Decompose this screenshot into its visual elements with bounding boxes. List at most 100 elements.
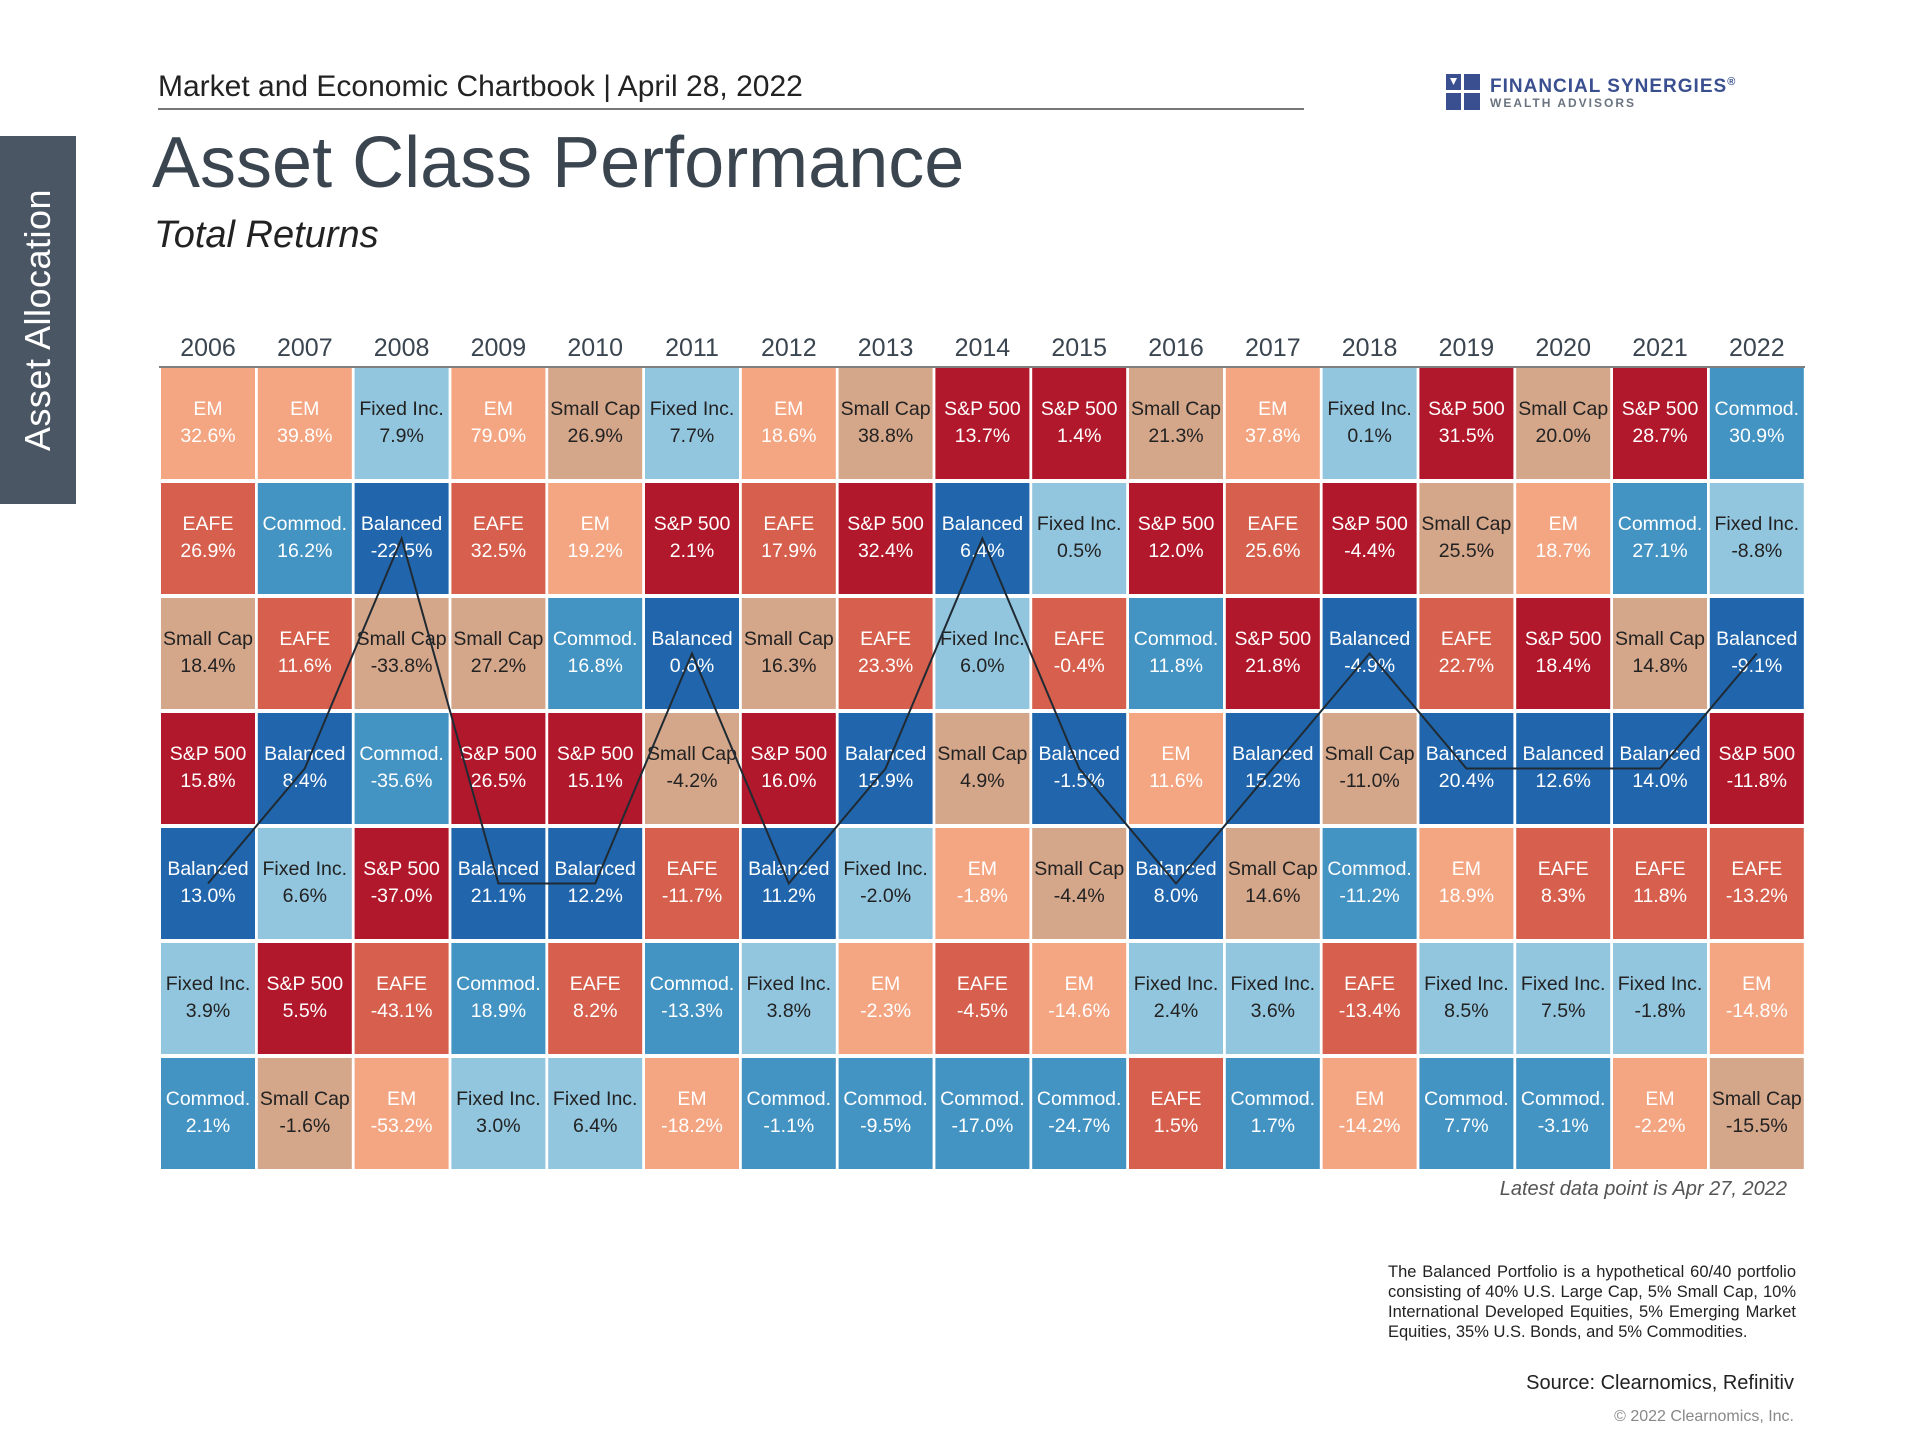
cell-return-label: -13.2% <box>1726 885 1788 907</box>
cell-rect <box>645 368 739 479</box>
cell-asset-label: Small Cap <box>163 628 253 650</box>
cell-asset-label: EM <box>677 1088 706 1110</box>
cell-asset-label: Commod. <box>456 973 541 995</box>
balanced-line <box>207 535 1758 886</box>
cell-rect <box>548 483 643 594</box>
cell-asset-label: Small Cap <box>1712 1088 1802 1110</box>
cell-return-label: 23.3% <box>858 655 913 677</box>
cell-asset-label: Fixed Inc. <box>747 973 832 995</box>
cell-rect <box>1613 368 1707 479</box>
cell-rect <box>1322 713 1417 824</box>
cell-asset-label: Fixed Inc. <box>263 858 348 880</box>
cell-asset-label: EM <box>1258 398 1287 420</box>
cell-rect <box>1129 368 1223 479</box>
cell-rect <box>161 1058 255 1169</box>
cell-rect <box>1419 828 1514 939</box>
cell-return-label: -1.8% <box>1635 1000 1686 1022</box>
cell-rect <box>645 828 739 939</box>
cell-return-label: 15.9% <box>858 770 913 792</box>
cell-asset-label: Commod. <box>1521 1088 1606 1110</box>
cell-rect <box>354 828 449 939</box>
year-label: 2013 <box>858 334 914 362</box>
cell-return-label: 25.5% <box>1439 540 1494 562</box>
cell-return-label: 3.0% <box>476 1115 520 1137</box>
year-label: 2011 <box>665 334 719 362</box>
cell-return-label: 2.1% <box>670 540 714 562</box>
cell-asset-label: Balanced <box>555 858 636 880</box>
cell-asset-label: Small Cap <box>453 628 543 650</box>
cell-asset-label: Commod. <box>1134 628 1219 650</box>
year-label: 2018 <box>1342 334 1398 362</box>
cell-rect <box>257 598 352 709</box>
cell-rect <box>838 483 933 594</box>
cell-rect <box>354 943 449 1054</box>
cell-asset-label: Fixed Inc. <box>1424 973 1509 995</box>
cell-return-label: 15.2% <box>1245 770 1300 792</box>
cell-return-label: -1.8% <box>957 885 1008 907</box>
cell-rect <box>838 828 933 939</box>
cell-asset-label: EAFE <box>570 973 621 995</box>
cell-asset-label: Fixed Inc. <box>1521 973 1606 995</box>
cell-rect <box>1516 598 1611 709</box>
cell-rect <box>161 713 255 824</box>
cell-asset-label: Commod. <box>359 743 444 765</box>
year-label: 2019 <box>1439 334 1495 362</box>
cell-rect <box>1225 598 1320 709</box>
cell-rect <box>1225 943 1320 1054</box>
cell-asset-label: Fixed Inc. <box>1231 973 1316 995</box>
cell-asset-label: EAFE <box>279 628 330 650</box>
cell-return-label: 12.0% <box>1148 540 1203 562</box>
cell-asset-label: Fixed Inc. <box>650 398 735 420</box>
cell-asset-label: S&P 500 <box>750 743 827 765</box>
cell-rect <box>1032 598 1127 709</box>
cell-asset-label: Fixed Inc. <box>359 398 444 420</box>
cell-rect <box>161 368 255 479</box>
cell-return-label: 18.9% <box>1439 885 1494 907</box>
cell-asset-label: EAFE <box>1247 513 1298 535</box>
cell-asset-label: Fixed Inc. <box>166 973 251 995</box>
cell-asset-label: S&P 500 <box>170 743 247 765</box>
cell-return-label: 26.5% <box>471 770 526 792</box>
cell-return-label: 32.4% <box>858 540 913 562</box>
year-label: 2017 <box>1245 334 1301 362</box>
cell-asset-label: S&P 500 <box>1525 628 1602 650</box>
balanced-portfolio-note: The Balanced Portfolio is a hypothetical… <box>1388 1263 1796 1341</box>
cell-asset-label: EM <box>774 398 803 420</box>
cell-asset-label: EM <box>1355 1088 1384 1110</box>
cell-return-label: 14.6% <box>1245 885 1300 907</box>
cell-return-label: 11.8% <box>1149 655 1203 677</box>
cell-asset-label: S&P 500 <box>1234 628 1311 650</box>
cell-rect <box>1032 943 1127 1054</box>
cell-rect <box>1322 828 1417 939</box>
cell-asset-label: Small Cap <box>260 1088 350 1110</box>
cell-asset-label: EAFE <box>1635 858 1686 880</box>
cell-rect <box>257 368 352 479</box>
cell-rect <box>1419 483 1514 594</box>
cell-rect <box>1419 1058 1514 1169</box>
cell-return-label: -2.0% <box>860 885 911 907</box>
cell-asset-label: Balanced <box>1619 743 1700 765</box>
cell-return-label: -14.2% <box>1339 1115 1401 1137</box>
cell-rect <box>548 943 643 1054</box>
cell-return-label: 31.5% <box>1439 425 1494 447</box>
cell-return-label: 15.8% <box>180 770 235 792</box>
cell-asset-label: Balanced <box>1039 743 1120 765</box>
cell-rect <box>838 368 933 479</box>
cell-rect <box>1129 1058 1223 1169</box>
cell-rect <box>1032 1058 1127 1169</box>
cell-return-label: -11.8% <box>1727 770 1787 792</box>
cell-rect <box>1613 1058 1707 1169</box>
cell-return-label: 6.4% <box>960 540 1004 562</box>
company-logo: FINANCIAL SYNERGIES® WEALTH ADVISORS <box>1446 74 1766 116</box>
cell-return-label: 6.0% <box>960 655 1004 677</box>
cell-asset-label: Small Cap <box>1518 398 1608 420</box>
cell-asset-label: EAFE <box>667 858 718 880</box>
year-label: 2008 <box>374 334 430 362</box>
cell-asset-label: Small Cap <box>1421 513 1511 535</box>
cell-asset-label: Fixed Inc. <box>1134 973 1219 995</box>
cell-rect <box>935 713 1030 824</box>
cell-rect <box>1516 1058 1611 1169</box>
cell-asset-label: Small Cap <box>1228 858 1318 880</box>
cell-return-label: 1.7% <box>1251 1115 1295 1137</box>
cell-asset-label: EAFE <box>1731 858 1782 880</box>
